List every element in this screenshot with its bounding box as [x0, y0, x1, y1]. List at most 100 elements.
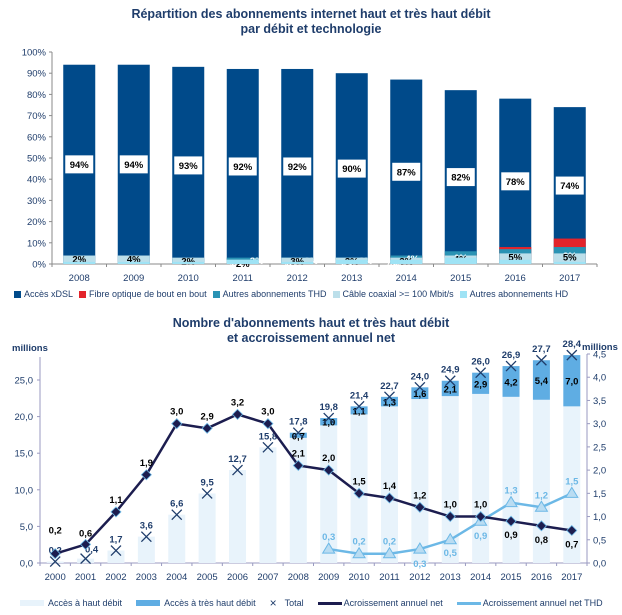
total-marker [384, 391, 395, 403]
total-marker [444, 375, 456, 387]
net-data-label: 2,9 [201, 411, 214, 422]
thd-data-label: 0,2 [352, 537, 365, 548]
net-marker [414, 501, 426, 513]
right-tick-label: 4,5 [593, 350, 606, 361]
net-data-label: 1,0 [474, 500, 487, 511]
total-marker [566, 349, 578, 361]
legend-label: Accès xDSL [24, 289, 74, 299]
total-marker [323, 412, 335, 424]
bar-tres-haut-debit [320, 418, 338, 426]
net-marker [171, 418, 183, 430]
thd-data-label: 5,4 [535, 376, 549, 387]
bar-haut-debit [229, 470, 247, 563]
data-label: 2% [72, 255, 86, 266]
legend-item: Fibre optique de bout en bout [79, 289, 207, 299]
thd-data-label: 1,2 [535, 490, 548, 501]
net-data-label: 1,0 [444, 500, 457, 511]
chart1-title-line2: par débit et technologie [240, 22, 382, 36]
data-label-box [283, 157, 312, 176]
right-tick-label: 3,5 [593, 396, 606, 407]
thd-data-label: 1,5 [565, 476, 579, 487]
y-tick-label: 50% [27, 154, 47, 165]
data-label: 87% [397, 167, 417, 178]
net-data-label: 2,1 [292, 448, 306, 459]
total-marker [110, 545, 122, 557]
total-data-label: 22,7 [380, 381, 399, 392]
legend-item: Acroissement annuel net THD [456, 598, 603, 608]
thd-marker [504, 495, 518, 508]
bar-segment-4 [63, 261, 96, 264]
bar-segment-3 [281, 257, 314, 264]
net-data-label: 0,7 [565, 539, 578, 550]
total-data-label: 3,6 [140, 521, 153, 532]
bar-tres-haut-debit [289, 432, 307, 438]
line-net [54, 413, 572, 555]
total-data-label: 6,6 [170, 499, 183, 510]
thd-data-label: 7,0 [565, 377, 578, 388]
bar-haut-debit [441, 396, 459, 563]
legend-item: × Total [270, 596, 304, 610]
data-label: 92% [288, 162, 308, 173]
total-data-label: 24,0 [411, 371, 430, 382]
total-marker [171, 509, 183, 521]
data-label: 82% [451, 173, 471, 184]
y-tick-label: 100% [22, 48, 47, 59]
total-data-label: 12,7 [228, 454, 247, 465]
legend-label: Fibre optique de bout en bout [89, 289, 207, 299]
total-marker [49, 556, 61, 567]
right-tick-label: 1,0 [593, 512, 606, 523]
bar-haut-debit [289, 437, 307, 563]
x-tick-label: 2008 [288, 572, 309, 583]
legend-label: Acroissement annuel net THD [482, 598, 603, 608]
bar-segment-3 [63, 255, 96, 264]
chart2-title-line1: Nombre d'abonnements haut et très haut d… [172, 316, 450, 330]
bar-haut-debit [168, 514, 186, 563]
stacked-bar-chart: 0% 10% 20% 30% 40% 50% 60% 70% 80% 90% 100% 2008 94%… [22, 48, 598, 284]
right-axis-unit: millions [582, 342, 618, 353]
data-label-box [337, 159, 366, 178]
thd-marker [564, 486, 579, 498]
legend-label: Autres abonnements THD [222, 289, 327, 299]
legend-label: Acroissement annuel net [343, 598, 443, 608]
bar-tres-haut-debit [350, 406, 368, 415]
legend-item: Câble coaxial >= 100 Mbit/s [332, 289, 454, 299]
data-label: 1% [230, 261, 244, 272]
legend-item: Acroissement annuel net [317, 598, 443, 608]
chart2-title: Nombre d'abonnements haut et très haut d… [0, 316, 622, 346]
data-label: 2% [236, 259, 250, 270]
total-marker [292, 427, 304, 439]
right-tick-label: 1,5 [593, 489, 606, 500]
thd-marker [443, 532, 458, 545]
legend-line-swatch [456, 601, 481, 605]
bar-segment-3 [172, 257, 205, 264]
legend-line-swatch [317, 601, 342, 605]
legend-swatch [212, 290, 220, 298]
legend-item: Accès à très haut débit [136, 598, 256, 608]
net-data-label: 1,5 [352, 476, 366, 487]
total-data-label: 9,5 [201, 477, 215, 488]
thd-data-label: 0,2 [383, 537, 396, 548]
left-tick-label: 5,0 [20, 522, 33, 533]
total-marker [353, 400, 365, 412]
total-marker [262, 441, 274, 453]
legend-swatch [332, 290, 340, 298]
left-tick-label: 0,0 [20, 559, 33, 570]
legend-swatch [459, 290, 467, 298]
legend-item: Autres abonnements THD [212, 289, 327, 299]
x-tick-label: 2007 [257, 572, 278, 583]
data-label-box [446, 168, 475, 187]
left-tick-label: 10,0 [15, 485, 34, 496]
x-tick-label: 2001 [75, 572, 96, 583]
data-label: 5% [508, 252, 522, 263]
bar-segment-3 [553, 253, 586, 264]
net-marker [201, 422, 213, 434]
net-marker [353, 487, 365, 499]
net-marker [292, 459, 304, 472]
thd-data-label: 1,3 [383, 398, 396, 409]
total-data-label: 26,0 [471, 357, 490, 368]
net-marker [383, 492, 396, 504]
right-tick-label: 2,5 [593, 442, 606, 453]
legend-item: Accès xDSL [14, 289, 73, 299]
bar-haut-debit [472, 393, 490, 563]
